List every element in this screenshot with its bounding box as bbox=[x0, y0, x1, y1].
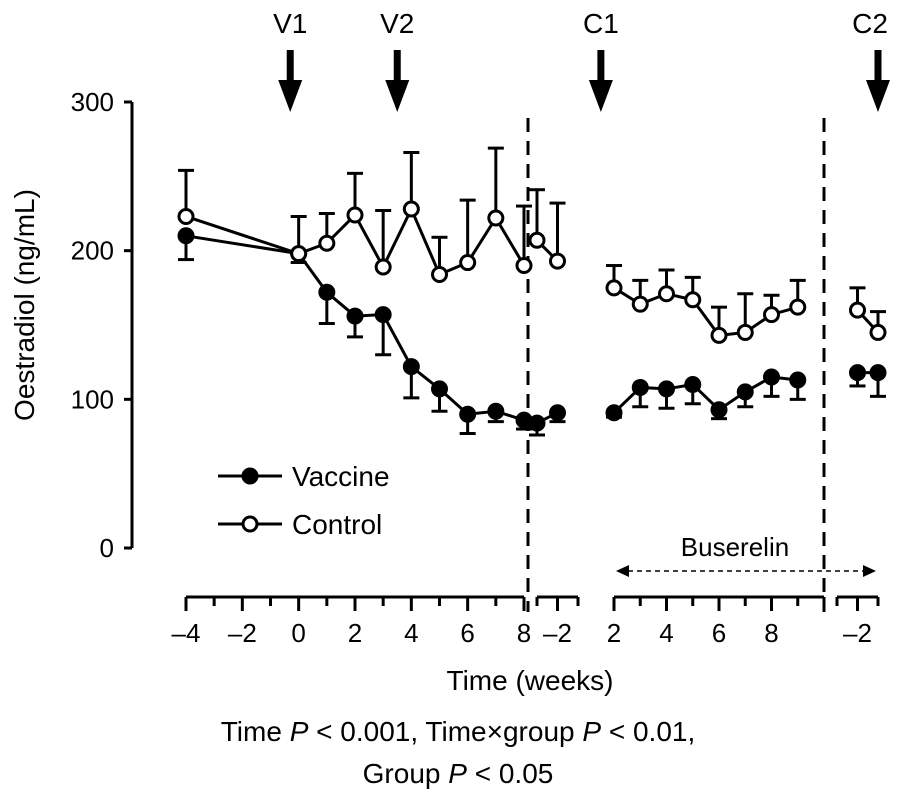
control-point bbox=[869, 323, 887, 341]
control-point bbox=[515, 257, 533, 275]
control-point bbox=[459, 254, 477, 272]
control-point bbox=[710, 326, 728, 344]
control-point bbox=[736, 323, 754, 341]
stats-text: Group bbox=[362, 758, 449, 789]
buserelin-arrow-left-head bbox=[616, 565, 629, 577]
buserelin-label: Buserelin bbox=[681, 532, 789, 562]
control-point bbox=[318, 234, 336, 252]
stats-p-symbol: P bbox=[448, 758, 467, 789]
y-tick-label: 100 bbox=[71, 384, 114, 414]
x-tick-label: –2 bbox=[843, 618, 872, 648]
y-tick-label: 200 bbox=[71, 236, 114, 266]
vaccine-point bbox=[736, 383, 754, 401]
control-point bbox=[528, 231, 546, 249]
y-tick-label: 300 bbox=[71, 87, 114, 117]
x-tick-label: 0 bbox=[291, 618, 305, 648]
event-label: C2 bbox=[852, 8, 888, 39]
statistics-line-2: Group P < 0.05 bbox=[0, 758, 916, 790]
x-tick-label: 4 bbox=[404, 618, 418, 648]
x-tick-label: 8 bbox=[517, 618, 531, 648]
event-label: V2 bbox=[380, 8, 414, 39]
stats-text: < 0.01, bbox=[601, 716, 696, 747]
vaccine-point bbox=[631, 378, 649, 396]
stats-times-symbol: × bbox=[486, 716, 503, 747]
event-arrow-head bbox=[588, 80, 613, 112]
control-point bbox=[631, 295, 649, 313]
control-point bbox=[487, 209, 505, 227]
stats-text: < 0.05 bbox=[466, 758, 554, 789]
data-series bbox=[177, 146, 887, 437]
vaccine-point bbox=[789, 371, 807, 389]
vaccine-point bbox=[346, 307, 364, 325]
vaccine-point bbox=[318, 283, 336, 301]
x-tick-label: 4 bbox=[659, 618, 673, 648]
event-label: C1 bbox=[583, 8, 619, 39]
control-point bbox=[763, 306, 780, 324]
vaccine-point bbox=[710, 401, 728, 419]
control-point bbox=[374, 258, 392, 276]
buserelin-annotation: Buserelin bbox=[616, 532, 876, 577]
legend-swatch-marker-vaccine bbox=[241, 467, 259, 485]
legend-swatch-marker-control bbox=[241, 515, 259, 533]
stats-p-symbol: P bbox=[582, 716, 602, 747]
event-arrow-head bbox=[385, 80, 410, 112]
x-tick-label: 2 bbox=[607, 618, 621, 648]
legend-label-vaccine: Vaccine bbox=[292, 461, 390, 492]
event-label: V1 bbox=[273, 8, 307, 39]
x-tick-label: 6 bbox=[460, 618, 474, 648]
control-point bbox=[290, 245, 308, 263]
event-arrow-head bbox=[278, 80, 303, 112]
vaccine-point bbox=[431, 380, 448, 398]
vaccine-point bbox=[487, 402, 505, 420]
vaccine-point bbox=[849, 364, 866, 382]
control-point bbox=[431, 265, 448, 283]
x-tick-label: 8 bbox=[764, 618, 778, 648]
control-point bbox=[177, 207, 195, 225]
x-tick-label: –2 bbox=[543, 618, 572, 648]
x-tick-label: 6 bbox=[712, 618, 726, 648]
control-point bbox=[658, 285, 675, 303]
control-line bbox=[185, 205, 526, 277]
control-point bbox=[789, 298, 807, 316]
vaccine-point bbox=[658, 380, 675, 398]
vaccine-point bbox=[177, 227, 195, 245]
stats-text: Time bbox=[220, 716, 290, 747]
phase-dividers bbox=[526, 118, 826, 612]
vaccine-point bbox=[869, 364, 887, 382]
control-point bbox=[402, 200, 420, 218]
event-arrows: V1 V2 C1 C2 bbox=[273, 8, 890, 112]
vaccine-point bbox=[549, 404, 566, 422]
vaccine-point bbox=[684, 375, 702, 393]
control-point bbox=[849, 301, 866, 319]
control-point bbox=[346, 206, 364, 224]
x-tick-label: 2 bbox=[348, 618, 362, 648]
stats-text: < 0.001, Time bbox=[308, 716, 487, 747]
vaccine-point bbox=[605, 404, 623, 422]
x-axis-title: Time (weeks) bbox=[447, 665, 614, 696]
stats-p-symbol: P bbox=[289, 716, 309, 747]
vaccine-point bbox=[459, 405, 477, 423]
y-axis-title: Oestradiol (ng/mL) bbox=[9, 189, 40, 421]
buserelin-arrow-right-head bbox=[863, 565, 876, 577]
control-point bbox=[549, 252, 566, 270]
x-tick-label: –2 bbox=[228, 618, 257, 648]
vaccine-point bbox=[763, 368, 780, 386]
x-axis: –4 –2 0 2 4 6 8 –2 2 4 6 8 –2 bbox=[172, 595, 880, 648]
stats-text: group bbox=[502, 716, 583, 747]
x-tick-label: –4 bbox=[172, 618, 201, 648]
vaccine-point bbox=[374, 306, 392, 324]
vaccine-point bbox=[528, 414, 546, 432]
event-arrow-head bbox=[866, 80, 890, 112]
control-point bbox=[684, 291, 702, 309]
control-point bbox=[605, 279, 623, 297]
legend: Vaccine Control bbox=[218, 461, 390, 540]
vaccine-point bbox=[402, 358, 420, 376]
legend-label-control: Control bbox=[292, 509, 382, 540]
y-axis: 0 100 200 300 bbox=[71, 87, 134, 563]
vaccine-line bbox=[185, 234, 525, 422]
statistics-line-1: Time P < 0.001, Time×group P < 0.01, bbox=[0, 716, 916, 748]
y-tick-label: 0 bbox=[100, 533, 114, 563]
